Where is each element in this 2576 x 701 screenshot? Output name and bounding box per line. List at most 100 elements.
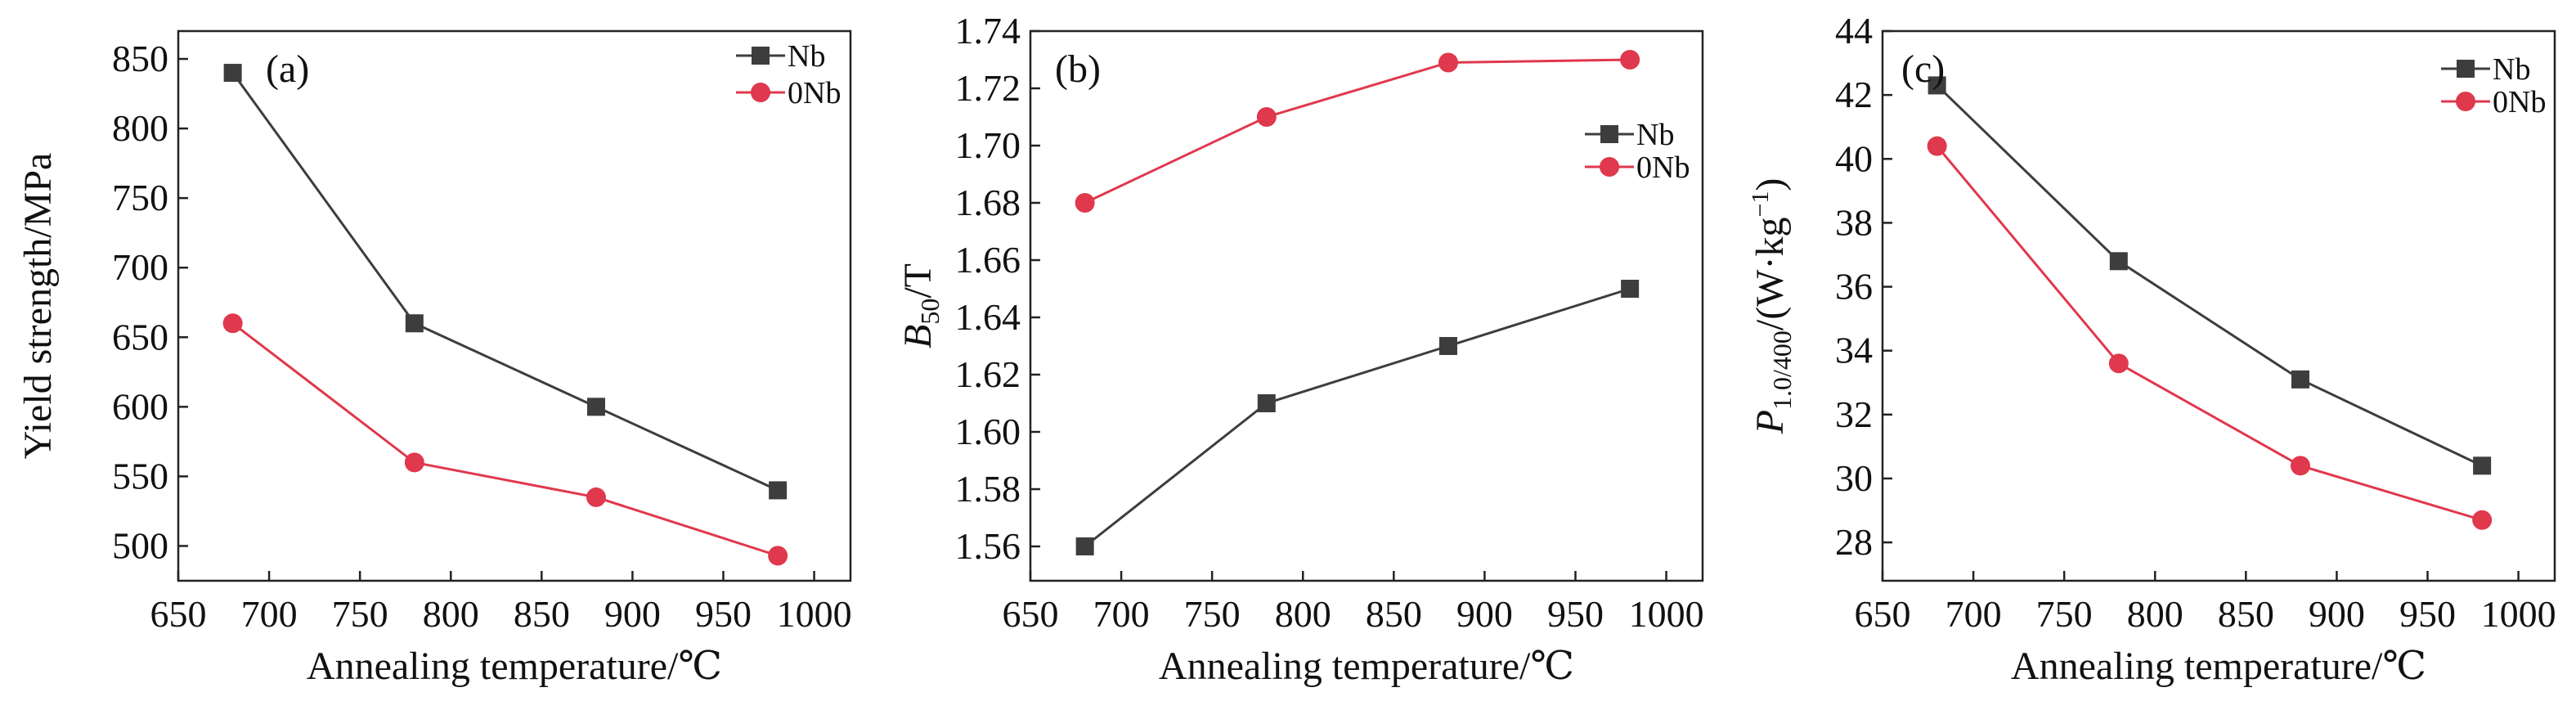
data-point-0nb <box>1620 50 1640 70</box>
panel-c-y-axis-symbol: P <box>1748 410 1792 434</box>
legend-marker-0nb <box>1600 157 1619 177</box>
x-tick-label: 650 <box>150 593 207 635</box>
legend-label-0nb: 0Nb <box>788 76 841 110</box>
series-line-0nb <box>1936 145 2483 522</box>
panel-a-frame <box>177 29 852 582</box>
y-tick-label: 1.56 <box>955 525 1021 567</box>
panel-c-frame <box>1881 29 2556 582</box>
y-tick-label: 800 <box>112 107 168 149</box>
data-point-nb <box>1621 280 1640 298</box>
x-tick-label: 1000 <box>777 593 852 635</box>
data-point-nb <box>1438 337 1457 355</box>
panel-b-marks: 650 700 750 800 850 900 950 1000 1.56 1.58 1.60 1.6… <box>955 10 1704 635</box>
series-line-nb <box>1936 84 2483 467</box>
x-tick-label: 650 <box>1003 593 1059 635</box>
panel-a: 650 700 750 800 850 900 950 1000 500 550 600 650 700… <box>16 29 852 688</box>
panel-b-label: (b) <box>1055 47 1101 91</box>
x-tick-label: 1000 <box>1629 593 1704 635</box>
panel-a-y-axis-title: Yield strength/MPa <box>16 153 60 460</box>
y-tick-label: 40 <box>1835 137 1873 179</box>
panel-a-legend: Nb 0Nb <box>736 39 841 110</box>
panel-b-y-axis-symbol: B <box>896 325 940 348</box>
panel-a-label: (a) <box>266 47 309 91</box>
y-tick-label: 1.74 <box>955 10 1021 52</box>
x-tick-label: 750 <box>332 593 388 635</box>
x-tick-label: 950 <box>1547 593 1604 635</box>
y-tick-label: 1.58 <box>955 468 1021 510</box>
panel-b: 650 700 750 800 850 900 950 1000 1.56 1.58 1.60 1.6… <box>896 10 1704 688</box>
data-point-0nb <box>222 313 243 334</box>
x-tick-label: 750 <box>1184 593 1241 635</box>
panel-c-y-axis-superscript: −1 <box>1747 191 1774 218</box>
legend-label-0nb: 0Nb <box>1636 151 1690 185</box>
x-tick-label: 850 <box>2218 593 2274 635</box>
x-tick-label: 650 <box>1855 593 1911 635</box>
y-tick-label: 1.66 <box>955 239 1021 281</box>
data-point-0nb <box>586 487 606 507</box>
x-tick-label: 900 <box>604 593 661 635</box>
panel-c-label: (c) <box>1901 47 1945 91</box>
series-line-0nb <box>1084 58 1631 204</box>
legend-marker-0nb <box>751 83 770 102</box>
y-tick-label: 1.62 <box>955 353 1021 395</box>
legend-marker-nb <box>752 47 770 65</box>
panel-b-x-axis-title: Annealing temperature/℃ <box>1159 645 1574 688</box>
panel-c-y-axis-close: ) <box>1748 178 1792 191</box>
data-point-0nb <box>2290 456 2310 476</box>
x-tick-label: 700 <box>1945 593 2002 635</box>
y-tick-label: 750 <box>112 177 168 218</box>
data-point-nb <box>586 398 605 416</box>
panel-c-y-axis-subscript: 1.0/400 <box>1767 330 1797 410</box>
x-tick-label: 850 <box>1366 593 1422 635</box>
y-tick-label: 42 <box>1835 74 1873 115</box>
data-point-nb <box>1075 537 1094 555</box>
y-tick-label: 1.70 <box>955 124 1021 166</box>
x-tick-label: 750 <box>2036 593 2093 635</box>
legend-label-nb: Nb <box>1636 118 1674 152</box>
data-point-nb <box>1257 394 1276 412</box>
panel-b-y-axis-title: B50/T <box>896 263 945 348</box>
data-point-nb <box>1928 76 1946 95</box>
legend-label-nb: Nb <box>788 39 825 74</box>
series-line-nb <box>231 72 779 492</box>
panel-b-frame <box>1029 29 1704 582</box>
y-tick-label: 500 <box>112 524 168 566</box>
x-tick-label: 1000 <box>2481 593 2556 635</box>
y-tick-label: 28 <box>1835 521 1873 563</box>
panel-b-y-axis-subscript: 50 <box>915 299 945 325</box>
y-tick-label: 600 <box>112 385 168 427</box>
x-tick-label: 800 <box>2127 593 2183 635</box>
legend-marker-0nb <box>2456 92 2475 111</box>
panel-a-marks: 650 700 750 800 850 900 950 1000 500 550 600 650 700… <box>112 38 852 635</box>
y-tick-label: 550 <box>112 455 168 497</box>
panel-c-x-axis-title: Annealing temperature/℃ <box>2011 645 2426 688</box>
y-tick-label: 850 <box>112 38 168 79</box>
panel-c-y-axis-unit: /(W·kg <box>1748 218 1792 331</box>
data-point-nb <box>2109 252 2128 271</box>
data-point-0nb <box>768 546 788 566</box>
y-tick-label: 36 <box>1835 266 1873 308</box>
x-tick-label: 700 <box>1093 593 1150 635</box>
legend-marker-nb <box>2457 60 2475 78</box>
y-tick-label: 1.72 <box>955 67 1021 109</box>
panel-c-y-axis-title: P1.0/400/(W·kg−1) <box>1747 178 1797 435</box>
legend-label-0nb: 0Nb <box>2493 85 2546 119</box>
y-tick-label: 38 <box>1835 201 1873 243</box>
data-point-nb <box>223 64 242 83</box>
y-tick-label: 1.60 <box>955 411 1021 452</box>
y-tick-label: 32 <box>1835 393 1873 435</box>
data-point-0nb <box>1927 136 1947 156</box>
legend-marker-nb <box>1600 125 1618 143</box>
y-tick-label: 1.68 <box>955 182 1021 223</box>
y-tick-label: 700 <box>112 246 168 288</box>
x-tick-label: 700 <box>241 593 298 635</box>
panel-c: 650 700 750 800 850 900 950 1000 28 30 32 34 36 38 40 4… <box>1747 10 2556 688</box>
data-point-nb <box>2473 456 2492 475</box>
x-tick-label: 800 <box>423 593 479 635</box>
x-tick-label: 850 <box>514 593 570 635</box>
y-tick-label: 650 <box>112 316 168 357</box>
data-point-0nb <box>404 452 424 473</box>
x-tick-label: 900 <box>1456 593 1513 635</box>
x-tick-label: 950 <box>695 593 752 635</box>
